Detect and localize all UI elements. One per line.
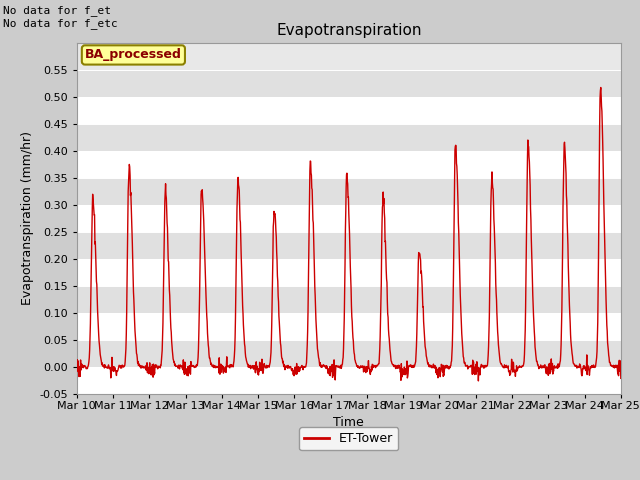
Bar bbox=[77, 232, 621, 259]
Y-axis label: Evapotranspiration (mm/hr): Evapotranspiration (mm/hr) bbox=[20, 132, 33, 305]
Bar bbox=[77, 205, 621, 232]
Bar bbox=[77, 151, 621, 178]
Title: Evapotranspiration: Evapotranspiration bbox=[276, 23, 422, 38]
Bar bbox=[77, 97, 621, 124]
Legend: ET-Tower: ET-Tower bbox=[299, 427, 399, 450]
Bar bbox=[77, 340, 621, 367]
Bar bbox=[77, 124, 621, 151]
Bar bbox=[77, 259, 621, 286]
Bar bbox=[77, 178, 621, 205]
Text: No data for f_et
No data for f_etc: No data for f_et No data for f_etc bbox=[3, 5, 118, 29]
Bar bbox=[77, 367, 621, 394]
Bar bbox=[77, 286, 621, 313]
Text: BA_processed: BA_processed bbox=[85, 48, 182, 61]
Bar bbox=[77, 313, 621, 340]
Bar bbox=[77, 70, 621, 97]
X-axis label: Time: Time bbox=[333, 416, 364, 429]
